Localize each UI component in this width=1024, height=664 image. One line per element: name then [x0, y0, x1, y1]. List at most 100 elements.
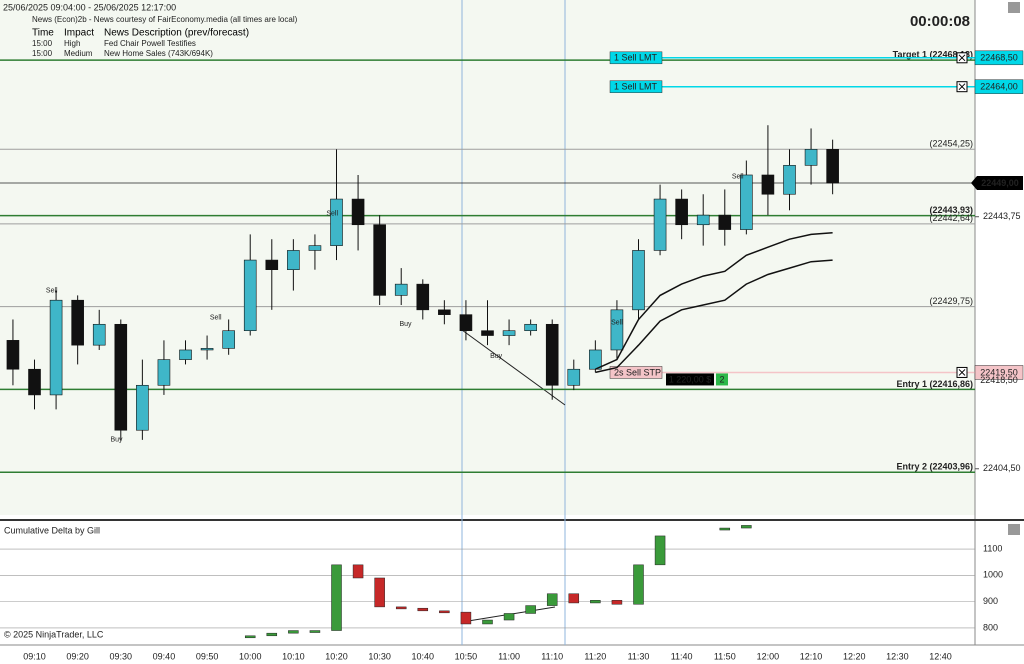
candle-body	[610, 309, 624, 351]
candle-body	[696, 214, 710, 226]
x-tick-label: 12:30	[886, 651, 909, 661]
copyright: © 2025 NinjaTrader, LLC	[4, 629, 104, 639]
order-tag	[609, 51, 663, 65]
news-cell: 15:00	[32, 49, 53, 58]
delta-bar	[417, 607, 429, 612]
news-cell: High	[64, 39, 80, 48]
x-tick-label: 10:10	[282, 651, 305, 661]
candle-body	[481, 330, 494, 336]
x-tick-label: 09:50	[196, 651, 219, 661]
delta-bar	[633, 564, 644, 605]
candle-body	[136, 384, 149, 431]
candle-body	[71, 299, 84, 346]
order-label: 2s Sell STP	[614, 367, 661, 377]
level-label: (22443,93)	[929, 205, 973, 215]
candle-body	[92, 323, 106, 346]
candle-body	[718, 214, 732, 230]
order-close-icon	[958, 54, 966, 62]
x-tick-label: 10:50	[455, 651, 478, 661]
order-label: 1 Sell LMT	[614, 53, 658, 63]
pnl-label: 1 220,00 $	[669, 374, 712, 384]
candle-body	[761, 174, 775, 195]
panel-button[interactable]	[1008, 524, 1020, 535]
delta-bar	[288, 630, 299, 634]
x-tick-label: 11:30	[628, 651, 650, 661]
y-tick-label: 22404,50	[983, 463, 1021, 473]
candle-body	[179, 349, 192, 360]
panel-button[interactable]	[1008, 2, 1020, 13]
x-tick-label: 12:40	[929, 651, 952, 661]
moving-average	[595, 232, 833, 370]
delta-bar	[395, 606, 407, 610]
level-label: (22454,25)	[929, 139, 973, 149]
candle-body	[157, 359, 171, 386]
candle-body	[459, 314, 473, 332]
candle-body	[567, 368, 581, 386]
news-cell: Medium	[64, 49, 93, 58]
candle-body	[265, 259, 279, 271]
execution-label: Buy	[490, 353, 503, 360]
candle-body	[804, 148, 818, 166]
delta-bar	[460, 611, 472, 625]
news-column-header: News Description (prev/forecast)	[104, 28, 249, 39]
candle-body	[416, 283, 430, 311]
candle-body	[373, 224, 386, 296]
delta-bar	[654, 535, 666, 566]
delta-bar	[546, 593, 558, 606]
delta-bar	[568, 593, 580, 604]
execution-label: Sell	[46, 287, 58, 294]
bar-timer: 00:00:08	[910, 13, 970, 30]
candle-body	[783, 165, 796, 195]
execution-label: Buy	[110, 437, 123, 444]
news-column-header: Impact	[64, 28, 94, 39]
moving-average	[595, 259, 833, 374]
candle-body	[287, 250, 300, 271]
y-tick-label: 1100	[983, 543, 1002, 553]
level-label: Target 1 (22468,13)	[893, 50, 973, 60]
delta-panel	[0, 522, 975, 645]
order-close-icon	[958, 369, 966, 376]
candle-body	[524, 323, 537, 332]
delta-bar	[331, 564, 342, 631]
x-tick-label: 11:40	[671, 651, 693, 661]
candle-body	[675, 198, 688, 226]
delta-bar	[244, 635, 256, 639]
candle-body	[243, 259, 257, 332]
candle-body	[200, 348, 214, 351]
candle-body	[351, 198, 365, 226]
news-cell: 15:00	[32, 39, 53, 48]
candle-body	[438, 309, 451, 315]
last-price-label: 22449,00	[981, 178, 1019, 188]
x-tick-label: 09:20	[66, 651, 89, 661]
candle-body	[28, 368, 41, 396]
order-tag	[609, 366, 663, 379]
x-tick-label: 11:10	[541, 651, 563, 661]
news-cell: Fed Chair Powell Testifies	[104, 39, 196, 48]
delta-bar	[741, 525, 752, 529]
delta-bar	[266, 632, 278, 637]
y-tick-label: 22443,75	[983, 211, 1021, 221]
last-price-box	[971, 176, 1023, 191]
x-tick-label: 10:30	[368, 651, 391, 661]
level-label: (22442,64)	[929, 213, 973, 223]
delta-bar	[611, 600, 623, 605]
quantity-box	[716, 373, 728, 386]
indicator-title: Cumulative Delta by Gill	[4, 525, 100, 535]
order-price-label: 22464,00	[980, 82, 1018, 92]
y-tick-label: 800	[983, 622, 998, 632]
execution-label: Sell	[611, 320, 623, 327]
order-price-box	[974, 79, 1024, 94]
x-tick-label: 09:10	[23, 651, 46, 661]
delta-bar	[374, 577, 385, 608]
delta-bar	[719, 527, 731, 531]
x-tick-label: 11:20	[584, 651, 606, 661]
execution-label: Sell	[210, 315, 222, 322]
delta-bar	[590, 600, 601, 604]
execution-label: Sell	[732, 173, 744, 180]
candle-body	[826, 148, 839, 184]
candle-body	[114, 323, 128, 431]
x-tick-label: 10:40	[412, 651, 435, 661]
pnl-box	[666, 373, 714, 386]
x-tick-label: 10:00	[239, 651, 262, 661]
candle-body	[653, 198, 667, 251]
